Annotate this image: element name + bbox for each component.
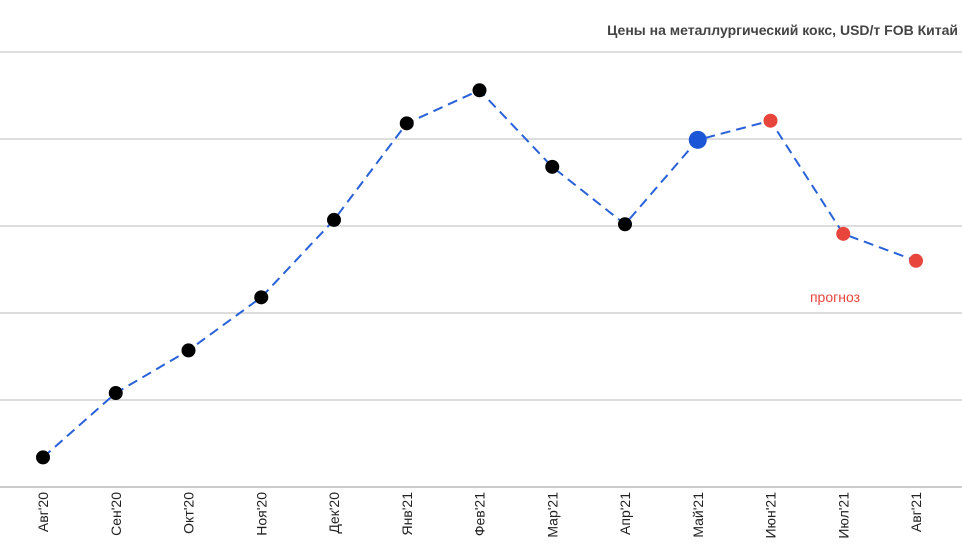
- chart-title: Цены на металлургический кокс, USD/т FOB…: [607, 22, 958, 38]
- x-tick-label: Июл'21: [835, 492, 851, 539]
- x-tick-label: Мар'21: [544, 492, 560, 538]
- data-point: [836, 226, 851, 241]
- x-tick-label: Авг'20: [35, 492, 51, 532]
- x-tick-label: Янв'21: [399, 492, 415, 536]
- data-point: [327, 212, 341, 227]
- x-tick-label: Апр'21: [617, 492, 633, 535]
- x-tick-label: Ноя'20: [253, 492, 269, 536]
- x-tick-label: Авг'21: [908, 492, 924, 532]
- x-tick-label: Июн'21: [763, 492, 779, 539]
- data-point: [688, 130, 707, 149]
- x-tick-label: Май'21: [690, 492, 706, 538]
- data-point: [472, 83, 487, 98]
- x-tick-label: Сен'20: [108, 492, 124, 536]
- data-point: [909, 253, 923, 268]
- x-tick-label: Фев'21: [472, 492, 488, 536]
- data-point: [108, 386, 123, 401]
- x-tick-label: Окт'20: [181, 492, 197, 534]
- x-tick-label: Дек'20: [326, 492, 342, 534]
- series-line: [42, 89, 917, 459]
- data-point: [763, 113, 778, 128]
- data-point: [618, 217, 632, 232]
- data-point: [181, 343, 196, 358]
- data-point: [399, 116, 414, 131]
- data-point: [545, 159, 560, 174]
- data-point: [36, 450, 50, 465]
- data-point: [254, 290, 269, 305]
- annotation: прогноз: [810, 289, 860, 305]
